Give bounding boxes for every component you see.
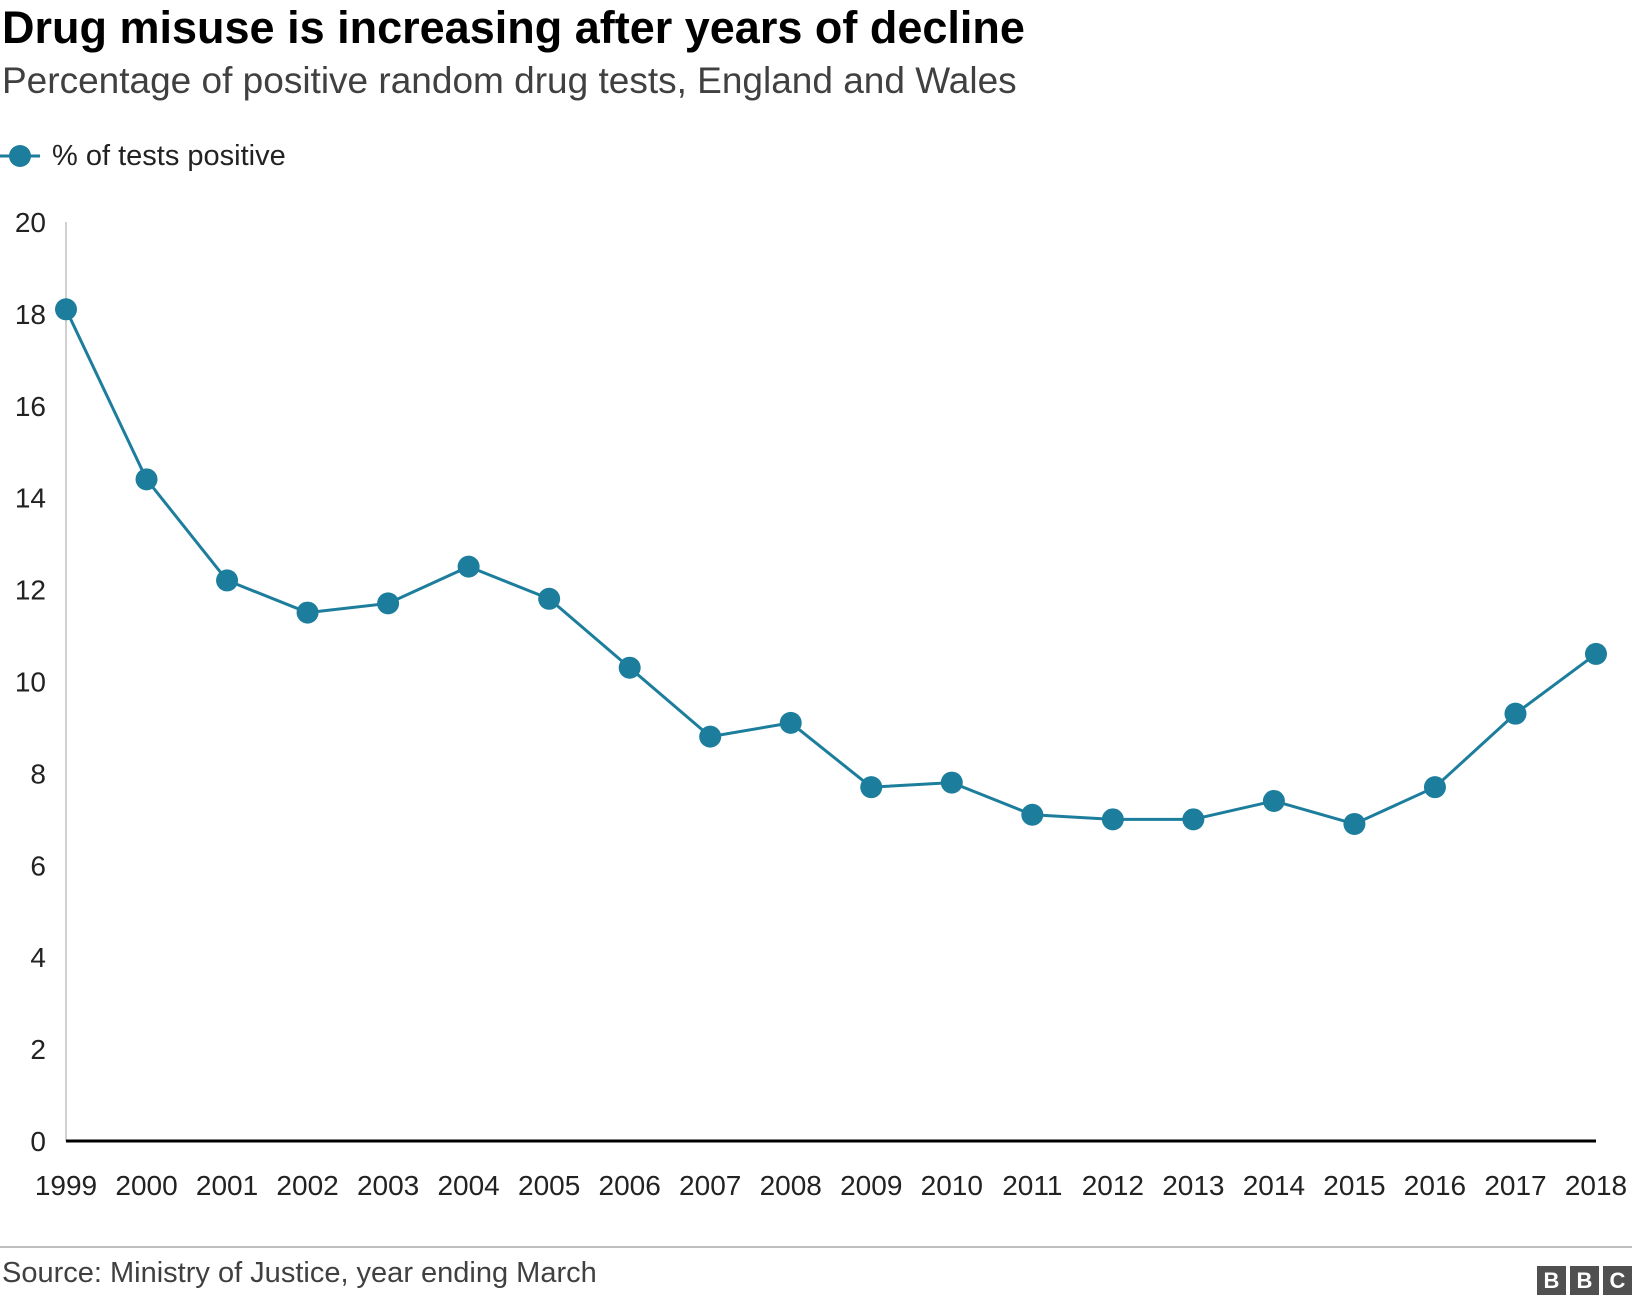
- data-point: [135, 468, 158, 491]
- data-point: [1585, 642, 1607, 665]
- data-point: [779, 711, 802, 734]
- y-tick-label: 6: [30, 850, 46, 881]
- source-note: Source: Ministry of Justice, year ending…: [2, 1257, 597, 1289]
- legend-label: % of tests positive: [52, 139, 286, 172]
- data-point: [860, 776, 883, 799]
- legend-marker-icon: [0, 145, 40, 167]
- x-tick-label: 1999: [35, 1170, 97, 1201]
- x-tick-label: 2008: [760, 1170, 822, 1201]
- y-tick-label: 20: [15, 207, 46, 238]
- data-point: [377, 592, 400, 615]
- x-tick-label: 2002: [276, 1170, 338, 1201]
- chart-title: Drug misuse is increasing after years of…: [2, 2, 1025, 53]
- data-point: [1423, 776, 1446, 799]
- y-tick-label: 10: [15, 667, 46, 698]
- legend: % of tests positive: [0, 136, 286, 176]
- data-point: [618, 656, 641, 679]
- y-tick-label: 4: [30, 942, 46, 973]
- x-tick-label: 2001: [196, 1170, 258, 1201]
- y-tick-label: 16: [15, 391, 46, 422]
- chart-subtitle: Percentage of positive random drug tests…: [2, 60, 1017, 101]
- data-point: [1262, 789, 1285, 812]
- x-tick-label: 2007: [679, 1170, 741, 1201]
- y-tick-label: 0: [30, 1126, 46, 1157]
- x-tick-label: 2006: [599, 1170, 661, 1201]
- y-tick-label: 8: [30, 758, 46, 789]
- x-tick-label: 2012: [1082, 1170, 1144, 1201]
- data-point: [538, 587, 561, 610]
- series-line: [64, 308, 1597, 826]
- x-tick-label: 2010: [921, 1170, 983, 1201]
- x-tick-label: 2014: [1243, 1170, 1305, 1201]
- logo-letter: B: [1537, 1266, 1566, 1295]
- y-tick-label: 2: [30, 1034, 46, 1065]
- data-point: [1021, 803, 1044, 826]
- x-tick-label: 2009: [840, 1170, 902, 1201]
- x-tick-label: 2013: [1162, 1170, 1224, 1201]
- y-tick-label: 14: [15, 483, 46, 514]
- data-point: [1504, 702, 1527, 725]
- data-point: [940, 771, 963, 794]
- x-tick-label: 2017: [1484, 1170, 1546, 1201]
- data-point: [457, 555, 480, 578]
- data-point: [1101, 808, 1124, 831]
- logo-letter: B: [1570, 1266, 1599, 1295]
- x-tick-label: 2000: [115, 1170, 177, 1201]
- logo-letter: C: [1603, 1266, 1632, 1295]
- x-tick-label: 2018: [1565, 1170, 1627, 1201]
- x-tick-label: 2003: [357, 1170, 419, 1201]
- y-tick-label: 12: [15, 575, 46, 606]
- data-point: [216, 569, 239, 592]
- x-tick-label: 2015: [1323, 1170, 1385, 1201]
- data-point: [55, 298, 77, 321]
- bbc-logo: B B C: [1537, 1266, 1632, 1295]
- x-tick-label: 2011: [1002, 1170, 1062, 1201]
- data-point: [1343, 812, 1366, 835]
- data-point: [1182, 808, 1205, 831]
- data-point: [296, 601, 319, 624]
- x-tick-label: 2004: [437, 1170, 499, 1201]
- data-point: [699, 725, 722, 748]
- x-tick-label: 2005: [518, 1170, 580, 1201]
- x-tick-label: 2016: [1404, 1170, 1466, 1201]
- line-chart: 0 2 4 6 8 10 12 14 16 18 20 1999 2000 2001 2002 2003 200…: [15, 207, 1627, 1201]
- footer-divider: [0, 1246, 1632, 1248]
- y-tick-label: 18: [15, 299, 46, 330]
